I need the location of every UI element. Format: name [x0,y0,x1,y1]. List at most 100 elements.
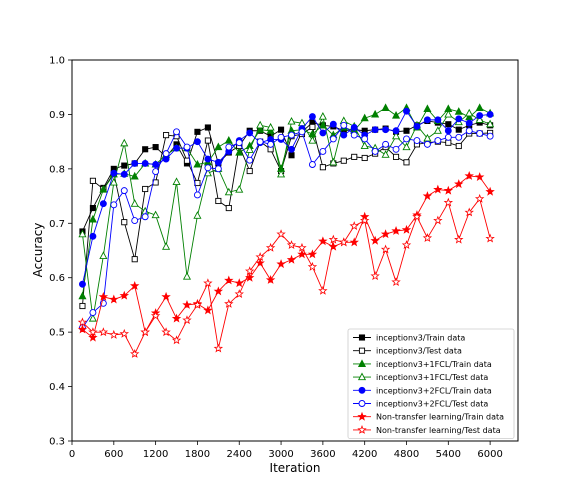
data-point [78,229,87,238]
data-point [307,249,318,259]
data-point [359,215,370,225]
data-point [224,187,233,196]
data-point [340,121,348,129]
data-point [465,119,473,127]
data-point [213,343,224,353]
x-tick-label: 4800 [394,449,419,460]
legend-label: inceptionv3+1FCL/Test data [376,373,488,382]
data-point [444,133,452,141]
data-point [403,107,410,115]
data-point [413,122,421,130]
data-point [340,157,347,164]
legend-marker [357,411,367,421]
data-point [140,327,150,337]
data-point [98,291,109,301]
x-tick-label: 6000 [477,449,502,460]
data-point [213,286,224,296]
data-point [464,170,474,180]
data-point [370,271,380,281]
data-point [403,135,410,143]
data-point [194,128,201,135]
legend-item: inceptionv3/Test data [353,347,462,356]
data-point [204,164,212,172]
data-point [476,112,484,119]
data-point [381,150,390,158]
data-point [88,332,98,342]
data-point [329,135,337,143]
data-point [350,124,358,131]
data-point [319,129,327,137]
series-line [82,126,491,307]
data-point [455,115,463,123]
legend-marker [358,347,366,354]
data-point [361,135,369,143]
x-tick-label: 600 [104,449,123,460]
data-point [204,137,211,144]
data-point [455,133,463,141]
data-point [434,137,442,145]
data-point [131,159,139,167]
data-point [486,110,494,118]
data-point [99,200,107,208]
data-point [161,327,171,337]
data-point [382,126,390,134]
legend-marker [357,424,367,434]
data-point [298,128,306,136]
data-point [486,132,494,140]
data-point [403,159,410,166]
data-point [89,309,97,316]
legend-item: inceptionv3+1FCL/Test data [353,372,488,382]
legend: inceptionv3/Train data inceptionv3/Test d… [347,328,515,439]
data-point [203,278,213,288]
data-point [308,113,316,121]
data-point [433,215,443,225]
legend-item: inceptionv3+1FCL/Train data [353,359,492,369]
data-point [476,130,484,137]
legend-item: Non-transfer learning/Train data [353,411,504,422]
data-point [391,277,401,287]
data-point [288,152,295,159]
legend-label: inceptionv3+2FCL/Test data [376,400,488,409]
data-point [109,177,118,186]
data-point [308,135,317,144]
legend-label: inceptionv3+1FCL/Train data [376,360,492,369]
data-point [392,153,400,160]
data-point [256,138,264,146]
legend-label: inceptionv3/Train data [376,334,465,343]
data-point [130,199,139,207]
data-point [193,211,202,219]
data-point [454,234,464,244]
data-point [392,127,400,135]
data-point [423,116,431,124]
data-point [131,217,139,225]
data-point [391,110,401,119]
data-point [193,138,201,146]
data-point [203,305,213,315]
y-axis-label: Accuracy [31,223,45,278]
data-point [423,140,431,148]
legend-label: inceptionv3/Test data [376,347,462,356]
data-point [485,233,495,243]
data-point [152,161,160,168]
data-point [278,126,285,133]
data-point [152,168,160,176]
data-point [246,156,254,164]
data-point [380,229,391,239]
data-point [403,127,410,134]
data-point [161,291,171,301]
data-point [246,129,254,137]
data-point [277,169,286,178]
data-point [276,259,286,269]
data-point [486,119,495,128]
series-line [82,197,491,355]
data-point [288,145,295,153]
data-point [109,329,119,339]
series-line [82,112,491,319]
data-point [130,171,139,180]
data-point [163,132,170,139]
data-point [371,147,379,155]
data-point [350,131,358,139]
data-point [423,104,432,113]
data-point [370,235,380,245]
